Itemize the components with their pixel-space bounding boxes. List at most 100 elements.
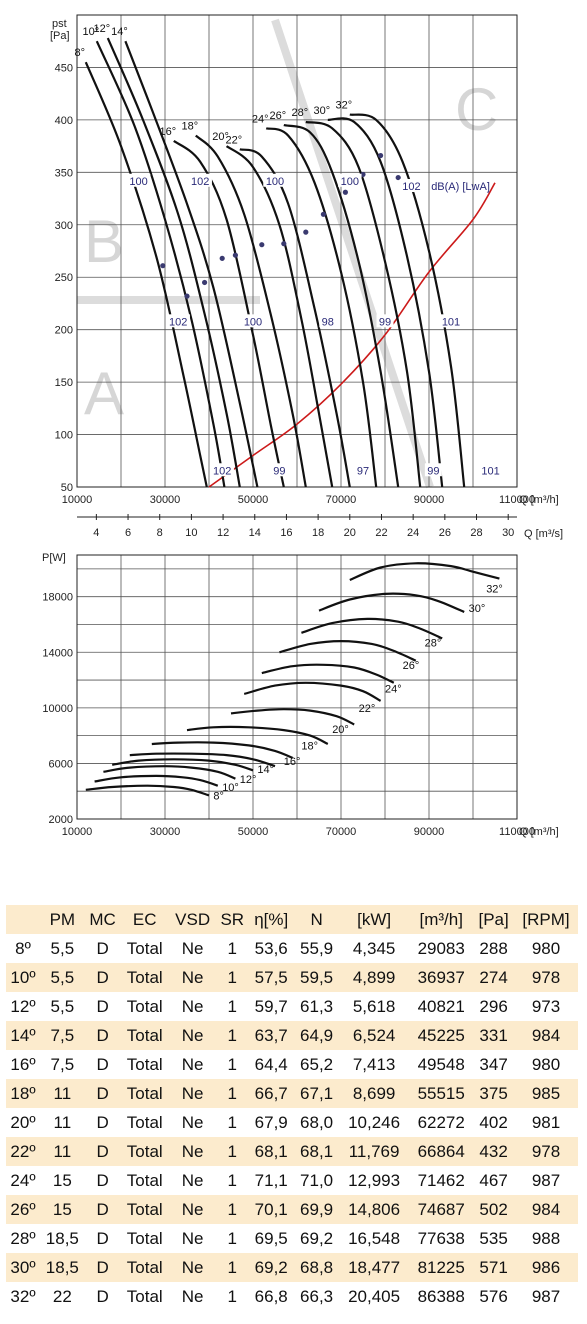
- table-row: 24º 15 D Total Ne 1 71,1 71,0 12,993 71462 467 987: [6, 1166, 578, 1195]
- table-cell: 1: [227, 1170, 237, 1190]
- zone-label-b: B: [84, 208, 124, 275]
- db-label: 100: [241, 314, 265, 328]
- table-cell: 331: [479, 1025, 508, 1045]
- db-label: 101: [478, 463, 503, 477]
- table-cell: 978: [531, 967, 561, 987]
- db-label: 99: [424, 463, 442, 477]
- operating-point-marker: [259, 242, 265, 248]
- table-cell: 24º: [10, 1170, 36, 1190]
- table-cell: 29083: [417, 938, 465, 958]
- table-cell: 14º: [10, 1025, 36, 1045]
- table-cell: 69,9: [300, 1199, 334, 1219]
- curve-label: 12°: [93, 23, 110, 35]
- table-cell: 40821: [417, 996, 465, 1016]
- power-curve: [301, 617, 443, 640]
- db-label-bg: [376, 314, 394, 328]
- table-cell: 4,899: [352, 967, 396, 987]
- table-cell: 18,5: [45, 1228, 79, 1248]
- db-label-bg: [210, 463, 234, 477]
- db-label: 97: [354, 463, 372, 477]
- system-curve: [208, 182, 496, 488]
- table-cell: 987: [531, 1170, 561, 1190]
- table-cell: 74687: [417, 1199, 465, 1219]
- table-cell: 1: [227, 938, 237, 958]
- curve-label: 26°: [403, 660, 420, 672]
- table-cell: 8,699: [352, 1083, 396, 1103]
- table-cell: 1: [227, 1054, 237, 1074]
- pressure-curve: [327, 117, 444, 488]
- db-label-bg: [399, 179, 424, 193]
- power-curve: [261, 663, 395, 684]
- table-cell: 5,618: [352, 996, 396, 1016]
- table-header-cell: EC: [132, 909, 157, 929]
- table-cell: Total: [126, 996, 163, 1016]
- db-label: 102: [166, 314, 190, 328]
- db-label-bg: [241, 314, 265, 328]
- table-cell: 68,1: [300, 1141, 334, 1161]
- table-cell: 5,5: [50, 967, 75, 987]
- table-cell: 67,9: [254, 1112, 288, 1132]
- db-label-bg: [319, 314, 337, 328]
- table-cell: 16,548: [348, 1228, 401, 1248]
- db-label-text: 100: [129, 176, 147, 188]
- y-tick-label: 150: [55, 377, 73, 389]
- table-cell: 68,1: [254, 1141, 288, 1161]
- db-label-text: 100: [341, 176, 359, 188]
- x2-axis-label: Q [m³/s]: [524, 528, 563, 540]
- curve-label: 10°: [222, 782, 239, 794]
- table-row: 18º 11 D Total Ne 1 66,7 67,1 8,699 55515 375 985: [6, 1079, 578, 1108]
- y-tick-label: 250: [55, 272, 73, 284]
- y-axis-label: P[W]: [42, 552, 66, 564]
- operating-point-marker: [360, 171, 366, 178]
- db-label: 99: [376, 314, 394, 328]
- x2-tick-label: 24: [407, 527, 419, 539]
- table-cell: 978: [531, 1141, 561, 1161]
- table-cell: 1: [227, 967, 237, 987]
- y-tick-label: 300: [55, 220, 73, 232]
- table-cell: 59,7: [254, 996, 288, 1016]
- table-cell: 66,7: [254, 1083, 288, 1103]
- table-cell: 57,5: [254, 967, 288, 987]
- db-label-bg: [424, 463, 442, 477]
- zone-label-a: A: [84, 360, 124, 427]
- table-cell: 28º: [10, 1228, 36, 1248]
- table-header-cell: [m³/h]: [419, 909, 463, 929]
- power-curve: [243, 681, 382, 702]
- curve-label: 30°: [313, 105, 330, 117]
- table-cell: 64,9: [300, 1025, 334, 1045]
- table-cell: Total: [126, 1112, 163, 1132]
- curve-label: 22°: [225, 134, 242, 146]
- db-label: 99: [270, 463, 288, 477]
- db-label-text: 102: [169, 316, 187, 328]
- table-cell: 65,2: [300, 1054, 334, 1074]
- table-cell: 18,477: [348, 1257, 401, 1277]
- table-cell: 11,769: [348, 1141, 400, 1161]
- table-cell: 69,5: [254, 1228, 288, 1248]
- table-cell: 571: [479, 1257, 508, 1277]
- db-label: 98: [319, 314, 337, 328]
- table-cell: D: [96, 1054, 109, 1074]
- table-cell: 1: [227, 1141, 237, 1161]
- table-cell: D: [96, 967, 109, 987]
- table-row: 26º 15 D Total Ne 1 70,1 69,9 14,806 74687 502 984: [6, 1195, 578, 1224]
- table-cell: 11: [53, 1141, 72, 1161]
- table-cell: Ne: [181, 1054, 204, 1074]
- table-cell: 986: [531, 1257, 561, 1277]
- table-header-cell: SR: [220, 909, 245, 929]
- curve-label: 32°: [486, 584, 503, 596]
- table-cell: D: [96, 1025, 109, 1045]
- db-label-text: 100: [244, 316, 262, 328]
- table-cell: Ne: [181, 938, 204, 958]
- x2-tick-label: 22: [375, 527, 387, 539]
- pressure-curve: [265, 127, 378, 488]
- table-cell: Total: [126, 938, 163, 958]
- table-cell: 77638: [417, 1228, 465, 1248]
- pressure-curve: [124, 40, 259, 488]
- x2-tick-label: 20: [344, 527, 356, 539]
- operating-point-marker: [202, 279, 208, 286]
- table-row: 30º 18,5 D Total Ne 1 69,2 68,8 18,477 81225 571 98…: [6, 1253, 578, 1282]
- curve-label: 18°: [301, 741, 318, 753]
- table-cell: D: [96, 1141, 109, 1161]
- table-cell: 67,1: [300, 1083, 334, 1103]
- x-tick-label: 90000: [414, 826, 445, 838]
